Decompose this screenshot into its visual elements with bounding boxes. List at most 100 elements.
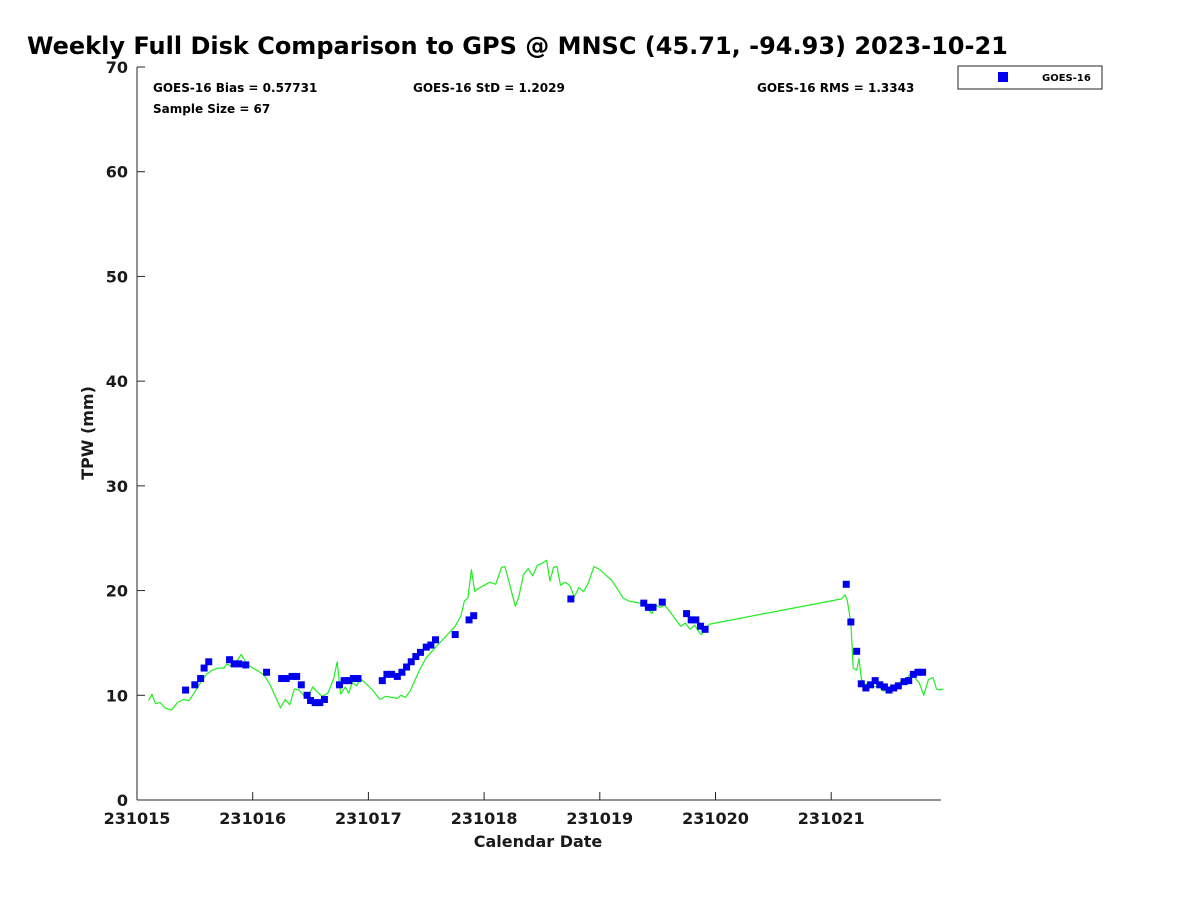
goes16-point — [388, 670, 396, 678]
tick-labels: 0 10 20 30 40 50 60 70 231015 231016 231017 231018 2… — [104, 58, 865, 828]
goes16-point — [876, 681, 884, 689]
goes16-point — [316, 699, 324, 707]
goes16-point — [696, 622, 704, 630]
goes16-point — [649, 603, 657, 611]
tick-marks — [136, 66, 832, 801]
goes16-point — [307, 697, 315, 705]
sample-size-stat: Sample Size = 67 — [153, 102, 270, 116]
goes16-point — [398, 668, 406, 676]
goes16-point — [226, 656, 234, 664]
goes16-point — [909, 670, 917, 678]
goes16-point — [242, 661, 250, 669]
goes16-point — [867, 681, 875, 689]
goes16-point — [451, 631, 459, 639]
goes16-point — [862, 684, 870, 692]
gps-series — [148, 559, 944, 711]
goes16-point — [412, 653, 420, 661]
goes16-point — [567, 595, 575, 603]
chart-title: Weekly Full Disk Comparison to GPS @ MNS… — [27, 32, 1008, 60]
goes16-point — [311, 699, 319, 707]
goes16-point — [335, 681, 343, 689]
goes16-point — [890, 684, 898, 692]
goes16-point — [919, 668, 927, 676]
std-stat: GOES-16 StD = 1.2029 — [413, 81, 565, 95]
goes16-point — [470, 612, 478, 620]
y-tick-label: 40 — [106, 372, 128, 391]
goes16-point — [894, 682, 902, 690]
y-tick-label: 60 — [106, 163, 128, 182]
goes16-point — [407, 658, 415, 666]
goes16-point — [205, 658, 213, 666]
goes16-point — [235, 660, 243, 668]
gps-line — [148, 559, 944, 711]
goes16-point — [303, 691, 311, 699]
y-tick-label: 70 — [106, 58, 128, 77]
goes16-point — [191, 681, 199, 689]
goes16-point — [182, 686, 190, 694]
goes16-point — [297, 681, 305, 689]
goes16-point — [378, 677, 386, 685]
x-tick-label: 231021 — [798, 809, 865, 828]
goes16-point — [282, 675, 290, 683]
x-tick-label: 231019 — [566, 809, 633, 828]
x-tick-label: 231018 — [451, 809, 518, 828]
x-tick-label: 231017 — [335, 809, 402, 828]
goes16-point — [885, 686, 893, 694]
x-tick-label: 231020 — [682, 809, 749, 828]
goes16-point — [857, 680, 865, 688]
goes16-point — [288, 672, 296, 680]
goes16-point — [349, 675, 357, 683]
goes16-point — [701, 625, 709, 633]
goes16-point — [320, 695, 328, 703]
legend: GOES-16 — [957, 65, 1103, 90]
goes16-point — [383, 670, 391, 678]
goes16-point — [354, 675, 362, 683]
goes16-point — [293, 672, 301, 680]
bias-stat: GOES-16 Bias = 0.57731 — [153, 81, 317, 95]
goes16-point — [658, 598, 666, 606]
y-tick-label: 20 — [106, 582, 128, 601]
goes16-point — [640, 599, 648, 607]
x-tick-label: 231015 — [104, 809, 171, 828]
goes16-point — [465, 616, 473, 624]
y-axis-label: TPW (mm) — [78, 386, 97, 480]
x-axis-label: Calendar Date — [474, 832, 603, 851]
goes16-point — [197, 675, 205, 683]
goes16-point — [230, 660, 238, 668]
goes16-point — [422, 643, 430, 651]
goes16-point — [871, 677, 879, 685]
goes16-series — [182, 580, 927, 707]
goes16-point — [263, 668, 271, 676]
goes16-point — [200, 664, 208, 672]
goes16-point — [340, 677, 348, 685]
x-tick-label: 231016 — [219, 809, 286, 828]
goes16-point — [644, 603, 652, 611]
rms-stat: GOES-16 RMS = 1.3343 — [757, 81, 914, 95]
goes16-point — [847, 618, 855, 626]
goes16-point — [393, 672, 401, 680]
goes16-point — [687, 616, 695, 624]
goes16-point — [427, 641, 435, 649]
goes16-point — [345, 677, 353, 685]
legend-marker-goes16 — [998, 72, 1008, 82]
goes16-point — [905, 677, 913, 685]
goes16-point — [900, 678, 908, 686]
goes16-point — [403, 663, 411, 671]
goes16-point — [416, 648, 424, 656]
goes16-point — [683, 610, 691, 618]
y-tick-label: 30 — [106, 477, 128, 496]
y-tick-label: 50 — [106, 267, 128, 286]
goes16-point — [432, 636, 440, 644]
legend-box — [957, 65, 1103, 90]
goes16-point — [692, 616, 700, 624]
goes16-point — [853, 647, 861, 655]
goes16-point — [914, 668, 922, 676]
y-tick-label: 10 — [106, 686, 128, 705]
goes16-point — [842, 580, 850, 588]
goes16-point — [880, 683, 888, 691]
legend-label-goes16: GOES-16 — [1042, 73, 1091, 84]
y-tick-label: 0 — [117, 791, 128, 810]
goes16-point — [278, 675, 286, 683]
